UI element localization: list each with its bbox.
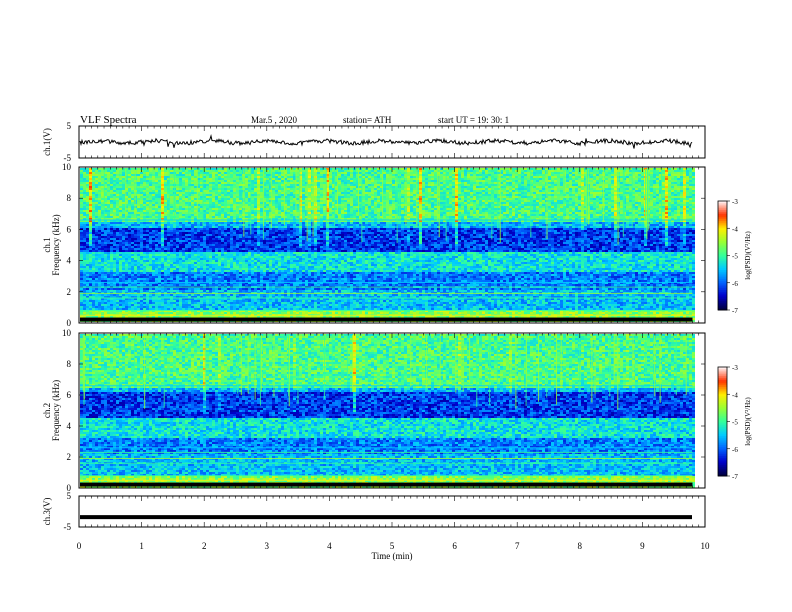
time-tick-label: 5 [390, 541, 395, 551]
ch1-ylabel-2: Frequency (kHz) [51, 214, 61, 275]
ch1-ytick-label: 2 [67, 287, 72, 297]
ch1-colorbar-tick-label: -5 [732, 253, 738, 261]
ch1-ytick-label: 4 [67, 256, 72, 266]
ch2-colorbar-tick-label: -7 [732, 473, 738, 481]
ch1-ylabel: ch.1(V) [42, 128, 52, 156]
time-tick-label: 2 [202, 541, 207, 551]
ch1-spectrogram-image [80, 168, 695, 322]
time-tick-label: 0 [77, 541, 82, 551]
ch1-colorbar-tick-label: -7 [732, 307, 738, 315]
ch1-colorbar-label: log(PSD)(V²/Hz) [744, 231, 752, 280]
ch2-ytick-label: 0 [67, 483, 72, 493]
time-tick-label: 4 [327, 541, 332, 551]
figure-title: VLF Spectra [80, 114, 137, 126]
ch1-waveform-line [79, 133, 693, 149]
ch2-ytick-label: 10 [62, 328, 72, 338]
ch2-ylabel-2: Frequency (kHz) [51, 380, 61, 441]
ch1-colorbar-tick-label: -3 [732, 198, 738, 206]
time-axis: 0 1 2 3 4 5 6 7 8 9 10 Time (min) [77, 541, 710, 561]
ch1-ytick-label: 6 [67, 224, 72, 234]
ch2-spectrogram-image [80, 334, 695, 488]
ch3-ytick-label: -5 [64, 522, 72, 532]
ch3-ylabel: ch.3(V) [42, 498, 52, 526]
ch2-colorbar-label: log(PSD)(V²/Hz) [744, 397, 752, 446]
time-tick-label: 1 [139, 541, 144, 551]
header-date: Mar.5 , 2020 [251, 115, 297, 125]
header-station: station= ATH [343, 115, 392, 125]
ch2-colorbar-tick-label: -4 [732, 391, 738, 399]
ch1-spectrogram-panel: 0 2 4 6 8 10 ch.1 Frequency (kHz) [42, 162, 706, 328]
ch2-ytick-label: 8 [67, 359, 72, 369]
time-tick-label: 10 [701, 541, 711, 551]
ch1-colorbar-tick-label: -6 [732, 280, 738, 288]
ch1-colorbar: -3 -4 -5 -6 -7 log(PSD)(V²/Hz) [717, 198, 752, 315]
ch2-ylabel-1: ch.2 [42, 403, 52, 418]
ch1-ytick-label: 5 [67, 121, 72, 131]
ch3-waveform-panel: 5 -5 ch.3(V) [42, 491, 706, 532]
header-start-time: start UT = 19: 30: 1 [438, 115, 509, 125]
time-tick-label: 3 [265, 541, 270, 551]
ch2-colorbar: -3 -4 -5 -6 -7 log(PSD)(V²/Hz) [717, 364, 752, 481]
time-tick-label: 8 [578, 541, 583, 551]
ch2-colorbar-tick-label: -6 [732, 446, 738, 454]
ch1-waveform-panel: 5 -5 ch.1(V) [42, 121, 706, 163]
ch1-ytick-label: 8 [67, 193, 72, 203]
time-tick-label: 7 [515, 541, 520, 551]
ch1-ylabel-1: ch.1 [42, 237, 52, 252]
ch2-spectrogram-panel: 0 2 4 6 8 10 ch.2 Frequency (kHz) [42, 328, 706, 493]
time-tick-label: 6 [452, 541, 457, 551]
ch3-ytick-label: 5 [67, 491, 72, 501]
ch1-ytick-label: -5 [64, 153, 72, 163]
ch1-ytick-label: 10 [62, 162, 72, 172]
ch1-ytick-label: 0 [67, 318, 72, 328]
ch1-colorbar-tick-label: -4 [732, 225, 738, 233]
ch2-ytick-label: 2 [67, 452, 72, 462]
ch2-colorbar-tick-label: -5 [732, 419, 738, 427]
ch2-colorbar-tick-label: -3 [732, 364, 738, 372]
ch2-ytick-label: 4 [67, 421, 72, 431]
time-tick-label: 9 [640, 541, 645, 551]
ch2-ytick-label: 6 [67, 390, 72, 400]
time-axis-label: Time (min) [372, 551, 413, 561]
